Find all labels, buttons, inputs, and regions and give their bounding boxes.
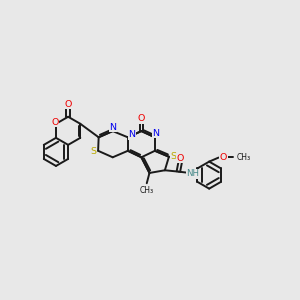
Text: S: S [91, 147, 97, 156]
Text: NH: NH [187, 169, 200, 178]
Text: S: S [170, 152, 176, 161]
Text: CH₃: CH₃ [140, 186, 154, 195]
Text: N: N [128, 130, 135, 139]
Text: O: O [220, 152, 227, 161]
Text: O: O [138, 114, 145, 123]
Text: O: O [51, 118, 58, 127]
Text: N: N [152, 129, 159, 138]
Text: N: N [109, 122, 116, 131]
Text: O: O [64, 100, 72, 109]
Text: O: O [177, 154, 184, 163]
Text: CH₃: CH₃ [237, 152, 251, 161]
